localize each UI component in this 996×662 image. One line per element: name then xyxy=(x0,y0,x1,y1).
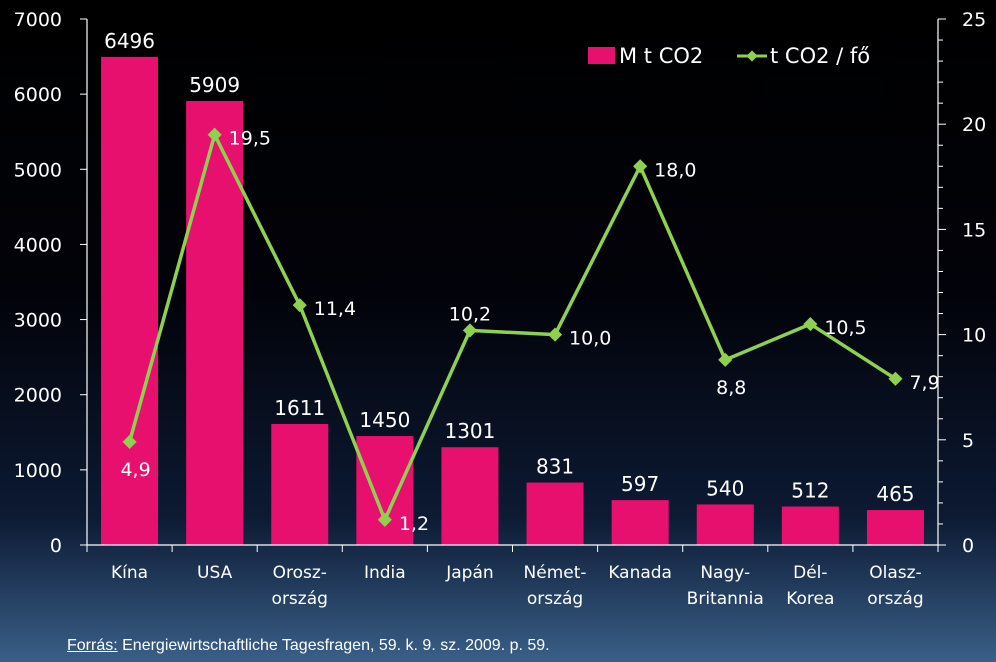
source-prefix: Forrás: xyxy=(67,637,118,654)
x-tick-label: Dél- xyxy=(793,563,827,583)
x-tick-label: Német- xyxy=(524,563,587,583)
legend-label-line: t CO2 / fő xyxy=(770,44,870,68)
y-left-tick-label: 3000 xyxy=(14,310,62,332)
line-data-label: 10,5 xyxy=(824,317,866,339)
x-tick-label: India xyxy=(364,563,406,583)
line-data-label: 10,2 xyxy=(449,303,491,325)
y-right-tick-label: 20 xyxy=(962,114,986,136)
y-right-tick-label: 0 xyxy=(962,535,974,557)
line-point xyxy=(547,327,563,342)
bar xyxy=(696,504,754,545)
x-tick-label: Nagy- xyxy=(700,563,750,583)
x-tick-label: Kanada xyxy=(608,563,672,583)
x-tick-label: ország xyxy=(272,589,328,609)
line-data-label: 19,5 xyxy=(229,128,271,150)
x-tick-label: USA xyxy=(197,563,233,583)
y-left-tick-label: 5000 xyxy=(14,159,62,181)
bar-data-label: 831 xyxy=(536,455,574,479)
x-tick-label: ország xyxy=(527,589,583,609)
bar-data-label: 6496 xyxy=(104,29,155,53)
x-tick-label: Olasz- xyxy=(869,563,921,583)
bar xyxy=(356,436,414,545)
x-tick-label: ország xyxy=(867,589,923,609)
bar-data-label: 5909 xyxy=(189,73,240,97)
legend-label-bar: M t CO2 xyxy=(619,44,703,68)
line-point xyxy=(803,317,818,332)
bar xyxy=(781,506,839,545)
x-tick-label: Kína xyxy=(111,563,148,583)
bar xyxy=(441,447,499,545)
bar-data-label: 540 xyxy=(706,476,744,500)
x-tick-label: Korea xyxy=(786,589,834,609)
bar xyxy=(101,56,159,545)
y-left-tick-label: 6000 xyxy=(14,84,62,106)
line-data-label: 18,0 xyxy=(654,159,696,181)
source-text: Energiewirtschaftliche Tagesfragen, 59. … xyxy=(117,637,550,654)
line-point xyxy=(377,512,392,527)
line-point xyxy=(888,371,903,386)
y-right-tick-label: 10 xyxy=(962,325,986,347)
x-tick-label: Orosz- xyxy=(273,563,327,583)
line-series xyxy=(127,132,897,522)
y-right-tick-label: 15 xyxy=(962,219,986,241)
bar-data-label: 465 xyxy=(876,482,914,506)
line-point xyxy=(633,159,648,174)
bar-data-label: 1611 xyxy=(274,396,325,420)
y-right-tick-label: 25 xyxy=(962,9,986,31)
bar-data-label: 512 xyxy=(791,479,829,503)
y-right-tick-label: 5 xyxy=(962,430,974,452)
line-point xyxy=(122,434,137,449)
bar xyxy=(611,500,669,545)
y-left-tick-label: 7000 xyxy=(14,9,62,31)
bar-data-label: 1301 xyxy=(444,419,495,443)
x-tick-label: Japán xyxy=(445,563,493,583)
line-point xyxy=(292,298,307,313)
y-left-tick-label: 2000 xyxy=(14,385,62,407)
bar xyxy=(526,482,584,545)
bar-data-label: 597 xyxy=(621,472,659,496)
bar xyxy=(186,100,244,545)
line-data-label: 4,9 xyxy=(120,459,150,481)
line-data-label: 1,2 xyxy=(399,513,429,535)
line-point xyxy=(718,352,733,367)
y-left-tick-label: 1000 xyxy=(14,460,62,482)
line-data-label: 8,8 xyxy=(716,377,746,399)
line-point xyxy=(207,127,222,142)
source-note: Forrás: Energiewirtschaftliche Tagesfrag… xyxy=(67,637,550,655)
x-tick-label: Britannia xyxy=(687,589,764,609)
bar-data-label: 1450 xyxy=(359,408,410,432)
line-data-label: 10,0 xyxy=(569,328,611,350)
legend-swatch-marker xyxy=(746,50,758,62)
bar xyxy=(866,510,924,545)
bar xyxy=(271,423,329,545)
legend-swatch-bar xyxy=(588,47,615,64)
line-point xyxy=(462,323,478,338)
y-left-tick-label: 0 xyxy=(50,535,62,557)
line-data-label: 11,4 xyxy=(314,298,356,320)
line-data-label: 7,9 xyxy=(909,372,939,394)
y-left-tick-label: 4000 xyxy=(14,234,62,256)
